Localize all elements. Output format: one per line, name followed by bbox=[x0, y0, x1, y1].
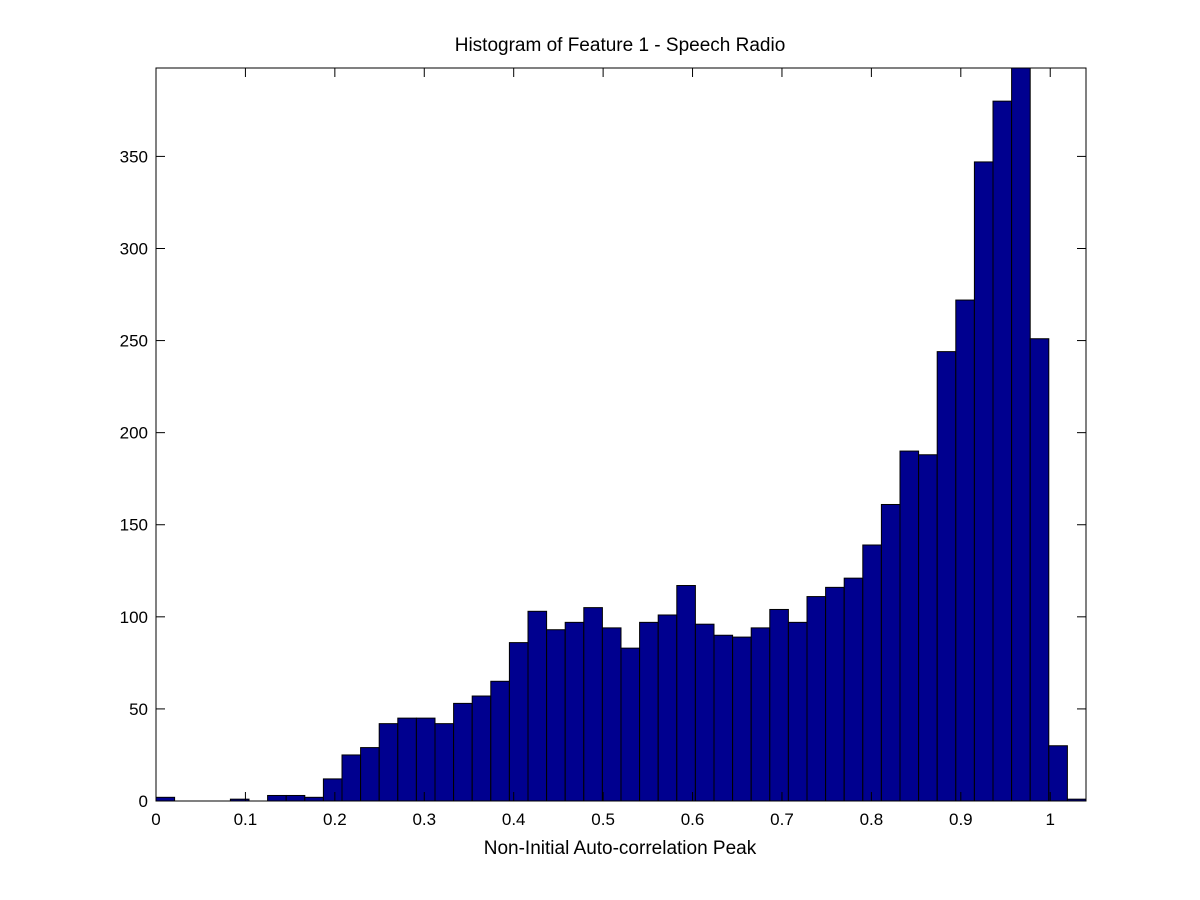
histogram-bar bbox=[267, 794, 287, 802]
histogram-bar bbox=[360, 747, 380, 802]
histogram-bar bbox=[936, 351, 957, 802]
histogram-bar bbox=[657, 614, 678, 802]
histogram-bar bbox=[508, 642, 529, 802]
histogram-bar bbox=[322, 778, 343, 802]
histogram-bar bbox=[583, 607, 603, 802]
histogram-bar bbox=[397, 717, 417, 802]
histogram-bar bbox=[341, 754, 362, 802]
histogram-bar bbox=[415, 717, 436, 802]
y-tick-label: 100 bbox=[120, 608, 148, 627]
histogram-bar bbox=[825, 586, 845, 802]
axis-ticks bbox=[155, 68, 1086, 802]
x-tick-label: 1 bbox=[1045, 810, 1054, 829]
y-tick-label: 300 bbox=[120, 239, 148, 258]
histogram-bar bbox=[434, 723, 455, 802]
histogram-bar bbox=[304, 796, 324, 802]
x-tick-label: 0.8 bbox=[860, 810, 884, 829]
histogram-bar bbox=[471, 695, 492, 802]
y-tick-label: 350 bbox=[120, 147, 148, 166]
histogram-bar bbox=[899, 450, 920, 802]
histogram-bar bbox=[862, 544, 882, 802]
y-tick-label: 200 bbox=[120, 424, 148, 443]
histogram-bar bbox=[806, 596, 827, 802]
x-tick-label: 0.7 bbox=[770, 810, 794, 829]
histogram-bar bbox=[601, 627, 622, 802]
histogram-bar bbox=[285, 794, 306, 802]
histogram-bar bbox=[1048, 745, 1068, 802]
x-tick-label: 0.4 bbox=[502, 810, 526, 829]
x-axis-tick-labels: 0 0.1 0.2 0.3 0.4 0.5 0.6 0.7 0.8 0.9 1 bbox=[151, 810, 1055, 829]
histogram-bar bbox=[694, 623, 715, 802]
histogram-bar bbox=[955, 299, 975, 802]
histogram-bar bbox=[378, 723, 399, 802]
y-axis-tick-labels: 0 50 100 150 200 250 300 350 bbox=[120, 147, 148, 811]
x-tick-label: 0 bbox=[151, 810, 160, 829]
x-tick-label: 0.9 bbox=[949, 810, 973, 829]
histogram-bar bbox=[918, 454, 938, 802]
histogram-bar bbox=[546, 629, 566, 802]
histogram-bar bbox=[769, 608, 789, 802]
x-tick-label: 0.2 bbox=[323, 810, 347, 829]
histogram-bar bbox=[973, 161, 994, 802]
x-tick-label: 0.1 bbox=[234, 810, 258, 829]
y-tick-label: 250 bbox=[120, 332, 148, 351]
plot-area-frame bbox=[155, 67, 1087, 802]
histogram-bar bbox=[564, 621, 585, 802]
x-tick-label: 0.3 bbox=[412, 810, 436, 829]
histogram-bar bbox=[843, 577, 864, 802]
histogram-bar bbox=[713, 634, 734, 802]
histogram-bar bbox=[787, 621, 808, 802]
histogram-bar bbox=[992, 100, 1013, 802]
y-tick-label: 0 bbox=[139, 792, 148, 811]
histogram-bar bbox=[620, 647, 641, 802]
histogram-bar bbox=[676, 585, 696, 802]
histogram-bar bbox=[1029, 338, 1050, 802]
histogram-bar bbox=[1011, 67, 1031, 802]
histogram-bar bbox=[732, 636, 752, 802]
y-tick-label: 50 bbox=[129, 700, 148, 719]
histogram-bar bbox=[490, 680, 510, 802]
x-tick-label: 0.6 bbox=[681, 810, 705, 829]
y-tick-label: 150 bbox=[120, 516, 148, 535]
histogram-bar bbox=[453, 702, 473, 802]
histogram-bar bbox=[527, 610, 548, 802]
x-axis-label: Non-Initial Auto-correlation Peak bbox=[484, 838, 757, 859]
x-tick-label: 0.5 bbox=[591, 810, 615, 829]
histogram-bar bbox=[880, 503, 901, 802]
histogram-bar bbox=[155, 796, 176, 802]
histogram-bar bbox=[639, 621, 659, 802]
histogram-bar bbox=[750, 627, 771, 802]
chart-title: Histogram of Feature 1 - Speech Radio bbox=[455, 35, 786, 56]
